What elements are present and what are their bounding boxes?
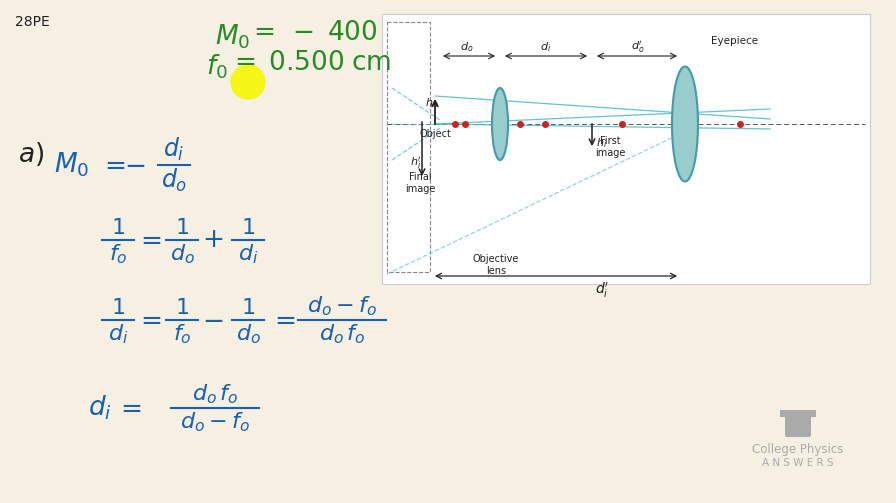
Text: $=\;0.500\;\mathrm{cm}$: $=\;0.500\;\mathrm{cm}$ (229, 50, 392, 76)
FancyBboxPatch shape (785, 415, 811, 437)
Text: $=$: $=$ (269, 307, 295, 333)
Text: $d_i'$: $d_i'$ (595, 281, 609, 300)
Text: $d_o - f_o$: $d_o - f_o$ (180, 410, 250, 434)
Text: Eyepiece: Eyepiece (711, 36, 759, 46)
Text: College Physics: College Physics (753, 443, 844, 456)
Text: $1$: $1$ (111, 218, 125, 238)
FancyBboxPatch shape (780, 410, 816, 417)
Text: $-$: $-$ (202, 307, 224, 333)
Text: $d_o$: $d_o$ (160, 167, 187, 194)
Text: $d_o\,f_o$: $d_o\,f_o$ (192, 382, 238, 406)
Text: $1$: $1$ (111, 298, 125, 318)
Text: $d_i$: $d_i$ (540, 40, 552, 54)
Text: $f_o$: $f_o$ (173, 322, 192, 346)
Text: $f_o$: $f_o$ (108, 242, 127, 266)
Bar (382, 14, 870, 284)
Text: $=$: $=$ (99, 152, 125, 178)
Text: Object: Object (419, 129, 451, 139)
Text: $a)$: $a)$ (18, 140, 44, 168)
Text: $1$: $1$ (175, 298, 189, 318)
Ellipse shape (672, 66, 698, 182)
Text: First
image: First image (595, 136, 625, 158)
Text: $d_i$: $d_i$ (108, 322, 128, 346)
Text: $=\;-\;400$: $=\;-\;400$ (248, 20, 377, 46)
Text: $d_i$: $d_i$ (88, 394, 112, 422)
Text: $d_i$: $d_i$ (237, 242, 258, 266)
Text: $d_o\,f_o$: $d_o\,f_o$ (319, 322, 366, 346)
Text: 28PE: 28PE (15, 15, 50, 29)
Text: $=$: $=$ (134, 227, 161, 253)
Text: $d_o'$: $d_o'$ (632, 39, 645, 55)
Text: A N S W E R S: A N S W E R S (762, 458, 834, 468)
Text: $d_o$: $d_o$ (461, 40, 474, 54)
Text: $=$: $=$ (134, 307, 161, 333)
Text: $d_i$: $d_i$ (163, 136, 185, 163)
Text: $=$: $=$ (115, 395, 142, 421)
Text: Final
image: Final image (405, 173, 435, 194)
Text: $h_i'$: $h_i'$ (410, 155, 422, 172)
Text: $h_o$: $h_o$ (425, 96, 438, 110)
Text: Objective
lens: Objective lens (473, 254, 519, 276)
Circle shape (231, 65, 265, 99)
Text: $1$: $1$ (241, 298, 255, 318)
Text: $M_0$: $M_0$ (215, 22, 250, 50)
Text: $d_o - f_o$: $d_o - f_o$ (307, 294, 377, 318)
Ellipse shape (492, 88, 508, 160)
Text: $M_0$: $M_0$ (55, 151, 90, 179)
Text: $-$: $-$ (125, 152, 146, 178)
Text: $d_o$: $d_o$ (169, 242, 194, 266)
Text: $f_0$: $f_0$ (206, 52, 228, 80)
Bar (387, 22, 430, 272)
Text: $h_i$: $h_i$ (596, 136, 607, 150)
Text: $1$: $1$ (241, 218, 255, 238)
Text: $1$: $1$ (175, 218, 189, 238)
Text: $+$: $+$ (202, 227, 224, 253)
Text: $d_o$: $d_o$ (236, 322, 261, 346)
